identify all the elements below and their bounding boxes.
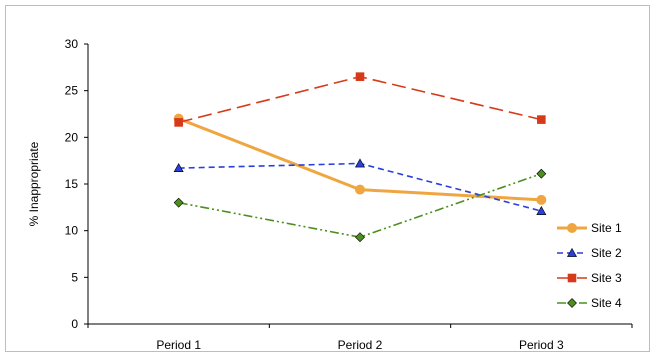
y-tick-label: 30 xyxy=(65,37,79,51)
data-point-series-2 xyxy=(354,158,366,168)
y-tick-label: 10 xyxy=(65,224,79,238)
x-tick-label: Period 3 xyxy=(519,338,564,352)
y-tick-label: 0 xyxy=(71,317,78,331)
legend: Site 1 Site 2 Site 3 Site 4 xyxy=(557,221,622,310)
y-tick-label: 20 xyxy=(65,130,79,144)
legend-label-4: Site 4 xyxy=(591,296,622,310)
legend-label-3: Site 3 xyxy=(591,271,622,285)
y-tick-label: 5 xyxy=(71,270,78,284)
y-tick-label: 25 xyxy=(65,84,79,98)
data-point-series-2 xyxy=(536,205,547,215)
legend-label-1: Site 1 xyxy=(591,221,622,235)
data-point-series-4 xyxy=(173,197,184,208)
legend-marker-2 xyxy=(566,247,578,257)
legend-marker-3 xyxy=(567,273,577,283)
legend-marker-1 xyxy=(567,223,577,233)
x-tick-label: Period 2 xyxy=(338,338,383,352)
series-line-3 xyxy=(178,75,542,124)
chart-frame xyxy=(5,5,650,352)
data-point-series-4 xyxy=(355,232,365,243)
legend-marker-4 xyxy=(567,298,577,308)
data-point-series-1 xyxy=(355,184,365,195)
data-point-series-2 xyxy=(173,163,184,173)
y-tick-label: 15 xyxy=(65,177,79,191)
data-point-series-3 xyxy=(174,118,183,127)
data-point-series-3 xyxy=(355,72,365,81)
data-point-series-1 xyxy=(536,194,547,205)
data-point-series-4 xyxy=(536,168,547,179)
data-point-series-3 xyxy=(537,115,546,124)
y-axis-title: % Inappropriate xyxy=(27,141,41,226)
axes: 0 5 10 15 20 25 30 Period 1 Period 2 Period 3 xyxy=(65,37,633,352)
series-line-4 xyxy=(178,172,542,238)
legend-label-2: Site 2 xyxy=(591,246,622,260)
x-tick-label: Period 1 xyxy=(156,338,201,352)
plot-area xyxy=(173,72,547,243)
